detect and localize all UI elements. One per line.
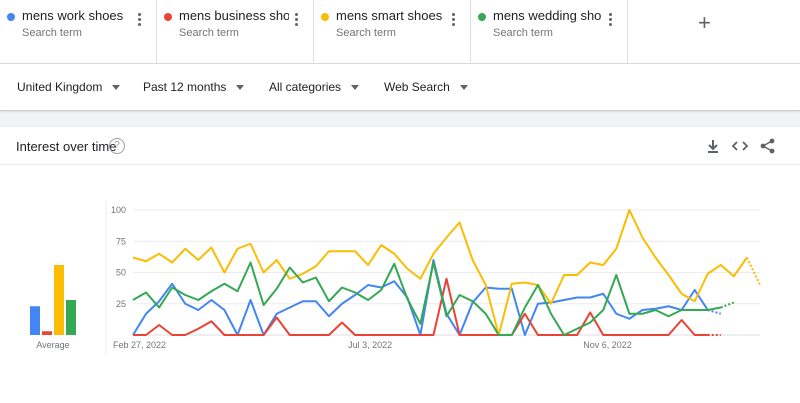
interest-chart: 25 50 75 100 Feb 27, 2022 Jul 3, 2022 Nov 6, 2… xyxy=(30,200,761,355)
period-value: Past 12 months xyxy=(143,80,227,94)
term-color-dot xyxy=(478,13,486,21)
interest-over-time-card: Interest over time ? 25 50 75 100 Feb 27, 20… xyxy=(0,127,800,403)
term-color-dot xyxy=(164,13,172,21)
term-name[interactable]: mens smart shoes xyxy=(336,8,443,23)
term-card-3[interactable]: mens smart shoes Search term xyxy=(314,0,471,63)
term-type-label: Search term xyxy=(179,27,239,39)
average-bar xyxy=(54,265,64,335)
help-icon[interactable]: ? xyxy=(109,138,125,154)
series-line xyxy=(133,277,708,336)
plus-icon: + xyxy=(698,10,711,35)
y-tick-label: 100 xyxy=(111,205,126,215)
caret-down-icon xyxy=(112,85,121,91)
term-type-label: Search term xyxy=(22,27,82,39)
average-label: Average xyxy=(36,340,69,350)
y-tick-label: 50 xyxy=(116,268,126,278)
add-term-button[interactable]: + xyxy=(628,0,800,63)
region-value: United Kingdom xyxy=(17,80,103,94)
term-card-1[interactable]: mens work shoes Search term xyxy=(0,0,157,63)
more-options-icon[interactable] xyxy=(138,13,142,29)
caret-down-icon xyxy=(459,85,468,91)
y-tick-label: 75 xyxy=(116,236,126,246)
term-color-dot xyxy=(7,13,15,21)
x-tick-label: Feb 27, 2022 xyxy=(113,340,166,350)
more-options-icon[interactable] xyxy=(452,13,456,29)
category-select[interactable]: All categories xyxy=(269,80,360,94)
term-name[interactable]: mens business sho… xyxy=(179,8,289,23)
card-title: Interest over time xyxy=(16,139,117,154)
share-icon[interactable] xyxy=(759,137,777,155)
series-line xyxy=(132,261,722,336)
more-options-icon[interactable] xyxy=(609,13,613,29)
period-select[interactable]: Past 12 months xyxy=(143,80,245,94)
search-type-select[interactable]: Web Search xyxy=(384,80,468,94)
series-partial-segment xyxy=(746,257,761,286)
category-value: All categories xyxy=(269,80,342,94)
caret-down-icon xyxy=(236,85,245,91)
filter-bar: United Kingdom Past 12 months All catego… xyxy=(0,64,800,110)
search-type-value: Web Search xyxy=(384,80,450,94)
search-terms-bar: mens work shoes Search term mens busines… xyxy=(0,0,800,64)
average-bar xyxy=(42,331,52,335)
card-divider xyxy=(0,164,800,165)
term-card-2[interactable]: mens business sho… Search term xyxy=(157,0,314,63)
download-icon[interactable] xyxy=(704,137,722,155)
term-type-label: Search term xyxy=(336,27,396,39)
region-select[interactable]: United Kingdom xyxy=(17,80,121,94)
caret-down-icon xyxy=(351,85,360,91)
x-tick-label: Nov 6, 2022 xyxy=(583,340,632,350)
y-tick-label: 25 xyxy=(116,299,126,309)
term-card-4[interactable]: mens wedding sho… Search term xyxy=(471,0,628,63)
term-type-label: Search term xyxy=(493,27,553,39)
embed-icon[interactable] xyxy=(731,137,749,155)
series-line xyxy=(132,209,748,336)
x-tick-label: Jul 3, 2022 xyxy=(348,340,392,350)
average-bar xyxy=(66,300,76,335)
term-color-dot xyxy=(321,13,329,21)
term-name[interactable]: mens work shoes xyxy=(22,8,124,23)
term-name[interactable]: mens wedding sho… xyxy=(493,8,603,23)
more-options-icon[interactable] xyxy=(295,13,299,29)
average-bar xyxy=(30,306,40,335)
